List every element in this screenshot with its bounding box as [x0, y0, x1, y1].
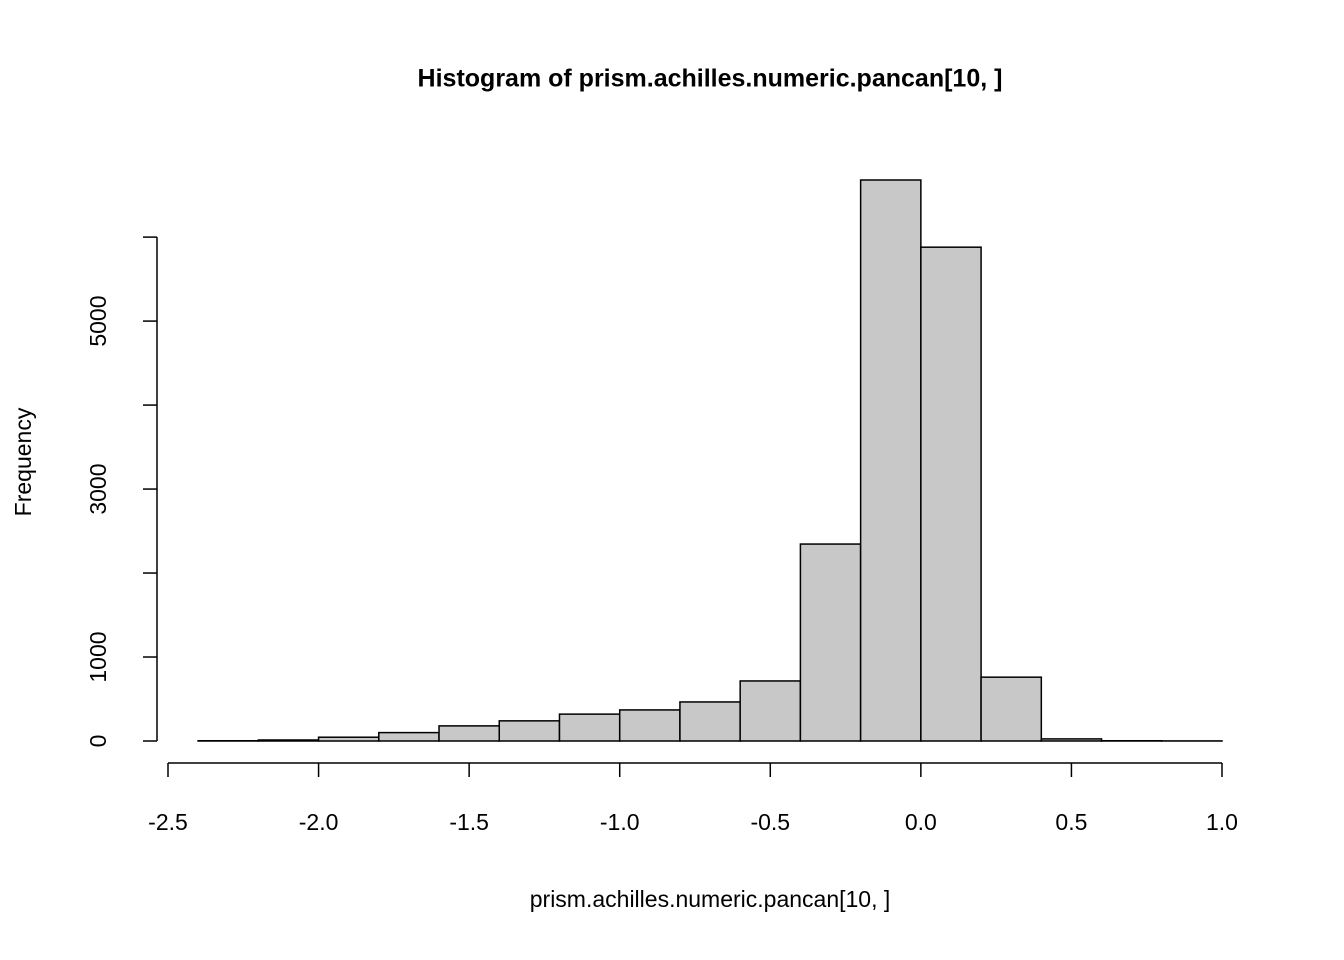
bar [498, 720, 561, 742]
chart-title: Histogram of prism.achilles.numeric.panc… [418, 65, 1003, 93]
bar [980, 676, 1043, 742]
bar [317, 736, 380, 742]
bar [679, 701, 741, 742]
y-axis-label: Frequency [10, 407, 36, 516]
x-tick-label: -1.5 [449, 809, 489, 835]
y-tick-label: 0 [85, 735, 111, 748]
bar [558, 713, 621, 742]
y-tick-label: 3000 [85, 463, 111, 514]
y-tick-label: 5000 [85, 296, 111, 347]
bar [1040, 738, 1103, 742]
x-tick-label: 0.0 [905, 809, 937, 835]
bar [257, 739, 320, 742]
x-tick-label: -2.0 [299, 809, 339, 835]
bar [799, 543, 862, 742]
bar [739, 680, 802, 742]
x-tick-label: 0.5 [1055, 809, 1087, 835]
x-tick-label: -0.5 [750, 809, 790, 835]
x-tick-label: -2.5 [148, 809, 188, 835]
x-tick-label: 1.0 [1206, 809, 1238, 835]
bar [378, 731, 440, 742]
y-tick-label: 1000 [85, 631, 111, 682]
bar [920, 246, 982, 742]
x-axis-label: prism.achilles.numeric.pancan[10, ] [530, 886, 891, 912]
x-tick-label: -1.0 [600, 809, 640, 835]
bar [438, 725, 501, 742]
bar [618, 709, 681, 742]
bar [859, 179, 922, 742]
